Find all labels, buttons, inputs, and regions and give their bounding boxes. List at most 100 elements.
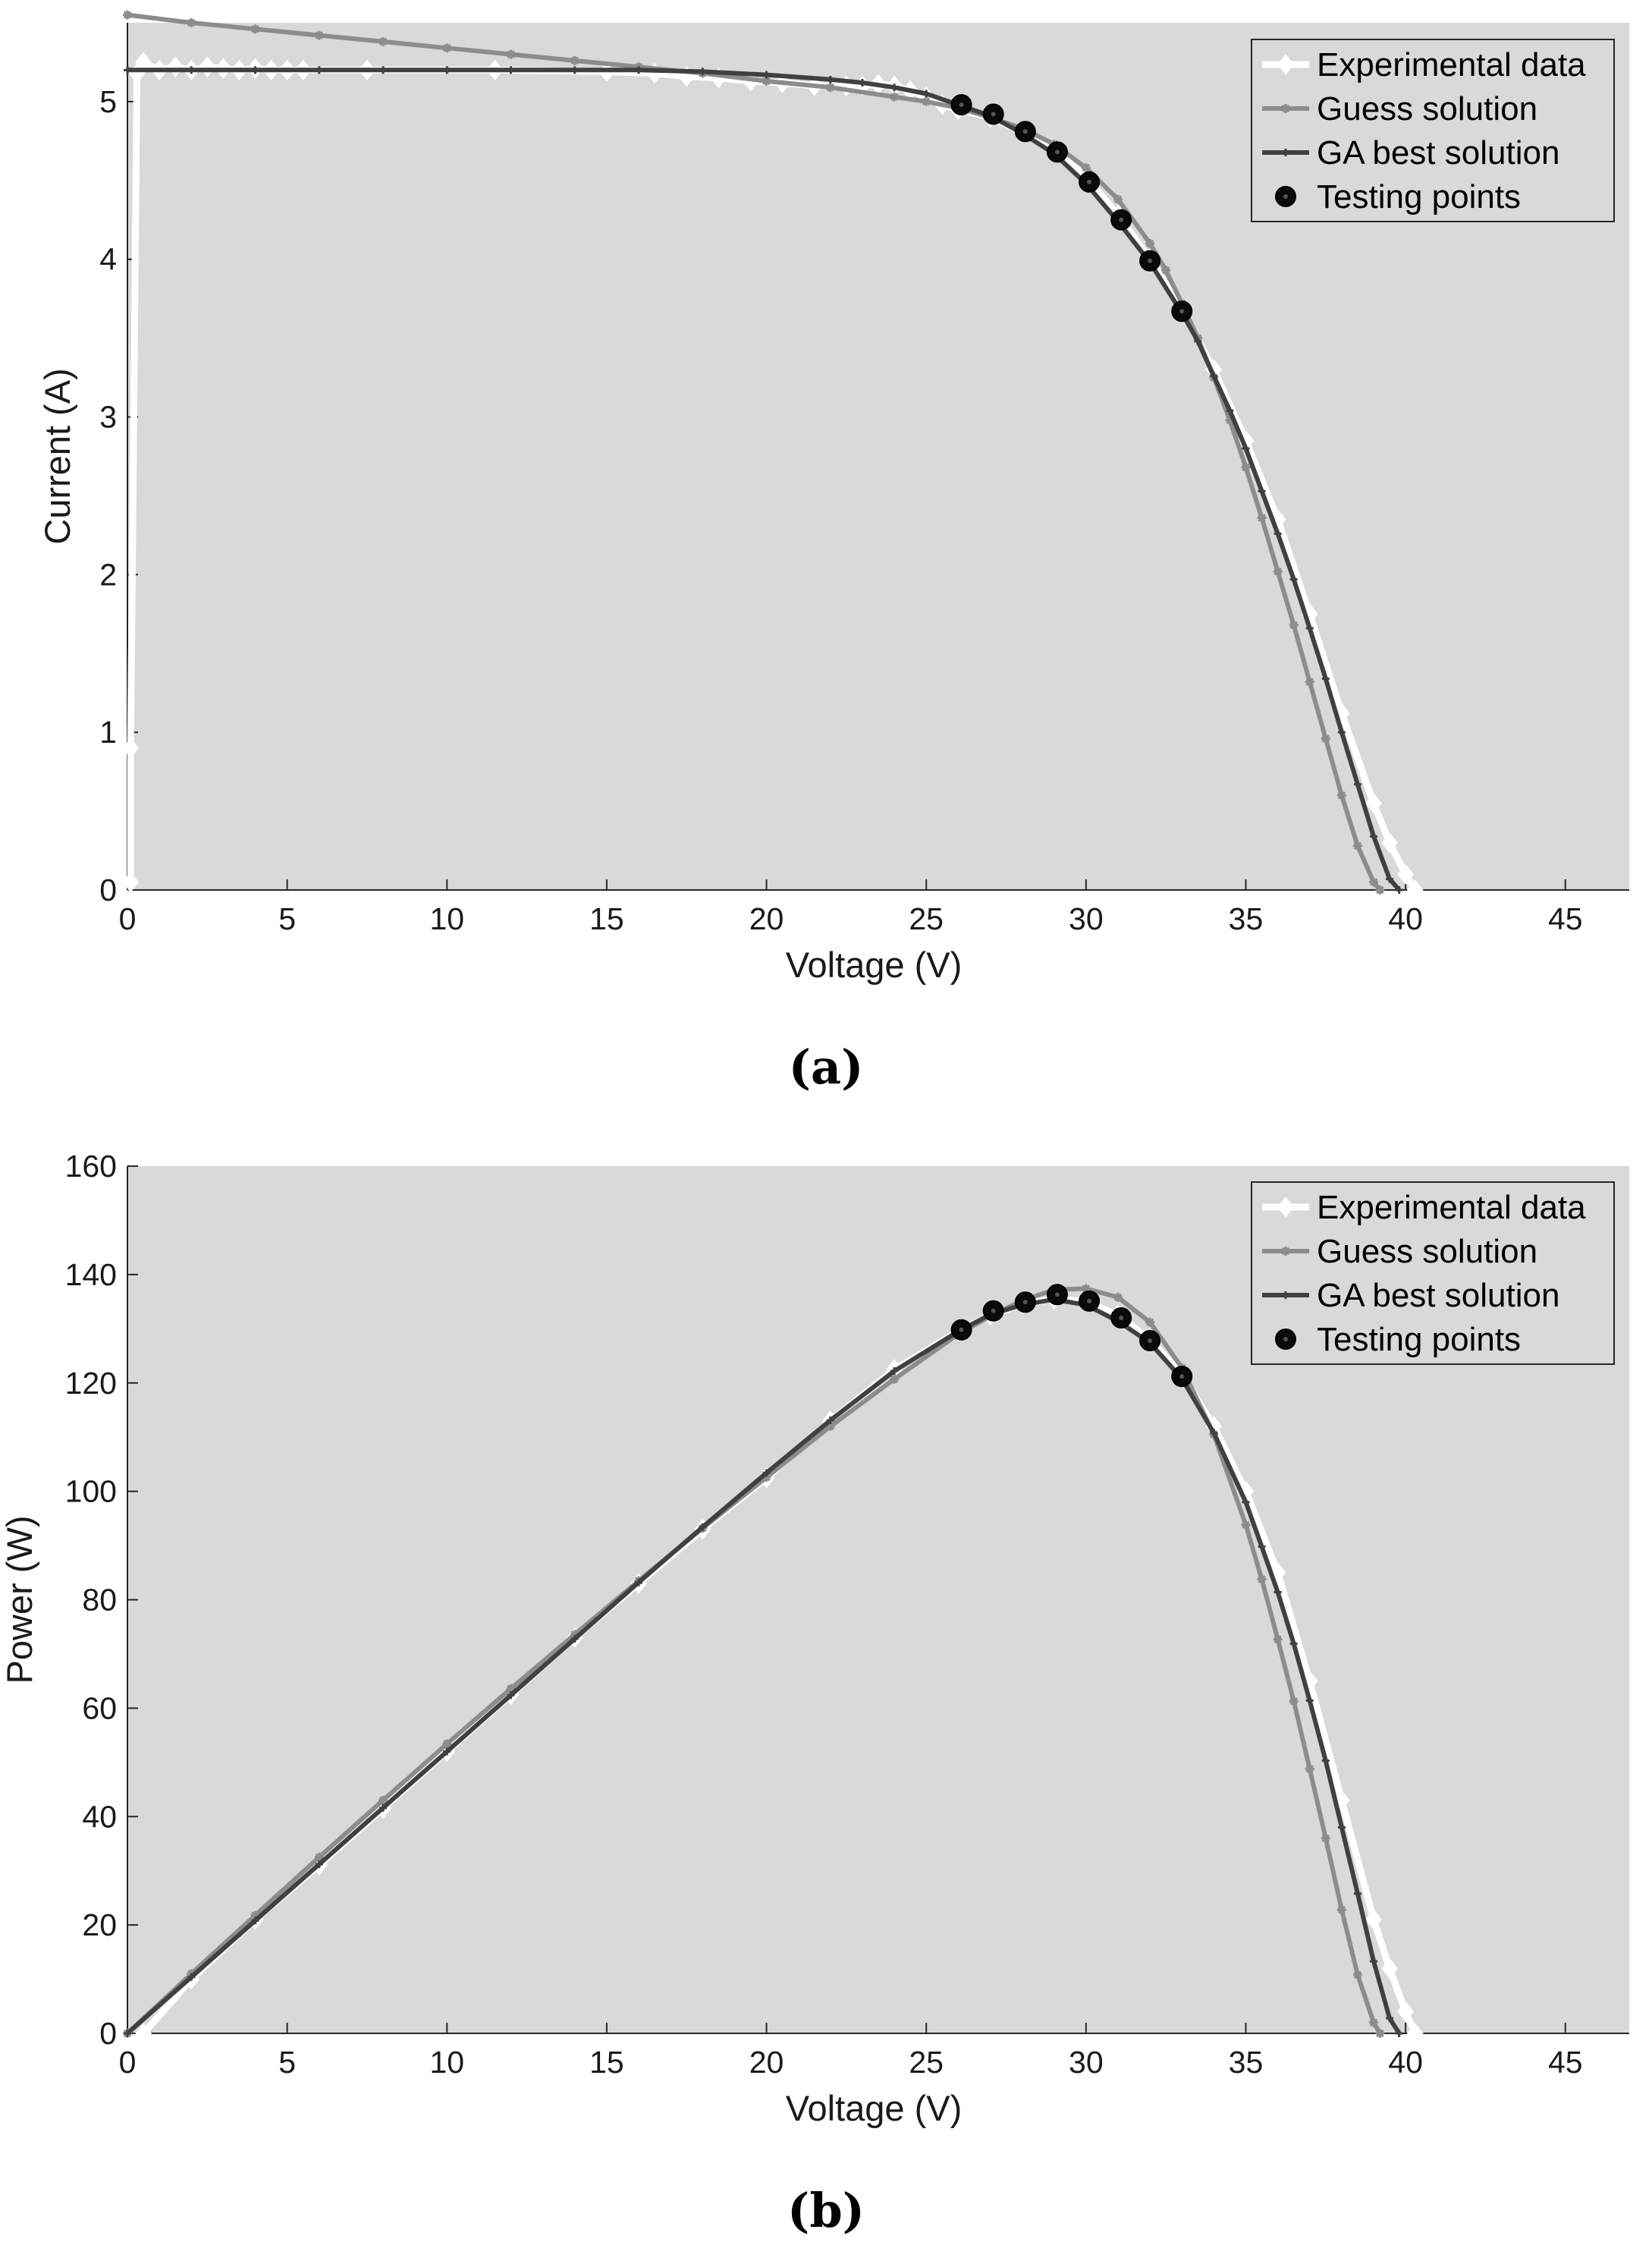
- panel-b-legend: Experimental data Guess solution GA best s…: [1251, 1181, 1615, 1365]
- panel-a-x-tick-label: 0: [119, 901, 137, 936]
- panel-a-point-ga-best-solution: [1194, 337, 1202, 345]
- panel-b-point-ga-best-solution: [635, 1578, 643, 1586]
- panel-a-point-ga-best-solution: [570, 66, 579, 74]
- panel-b-caption: (b): [787, 2183, 865, 2238]
- panel-a-series: [122, 10, 1424, 901]
- panel-a-point-guess-solution: [1161, 266, 1171, 275]
- panel-a-point-guess-solution: [1289, 620, 1299, 630]
- panel-a-x-tick-label: 5: [278, 901, 296, 936]
- panel-b-x-tick-label: 40: [1388, 2045, 1423, 2080]
- panel-a-legend-item: Testing points: [1275, 178, 1521, 215]
- panel-a-x-tick-label: 30: [1069, 901, 1104, 936]
- panel-a-point-testing-points-center: [1022, 129, 1028, 134]
- panel-b-point-guess-solution: [442, 1739, 452, 1749]
- panel-b-point-testing-points-center: [1179, 1374, 1185, 1379]
- panel-b-y-tick-label: 100: [65, 1474, 117, 1509]
- panel-a-point-ga-best-solution: [315, 66, 323, 74]
- panel-b-point-ga-best-solution: [1386, 2014, 1394, 2022]
- panel-a-point-testing-points-center: [1179, 309, 1185, 314]
- panel-a-x-tick-label: 35: [1229, 901, 1264, 936]
- panel-b-point-ga-best-solution: [1258, 1542, 1266, 1551]
- panel-b-point-ga-best-solution: [315, 1860, 323, 1869]
- panel-b-point-ga-best-solution: [1305, 1696, 1314, 1705]
- panel-a-point-guess-solution: [1241, 463, 1251, 473]
- panel-b-point-guess-solution: [1145, 1317, 1155, 1327]
- panel-b-point-ga-best-solution: [762, 1469, 771, 1477]
- panel-a-point-guess-solution: [1081, 163, 1091, 173]
- panel-b-x-tick-label: 15: [589, 2045, 624, 2080]
- panel-b-point-guess-solution: [1305, 1764, 1314, 1774]
- panel-b-y-tick-label: 60: [82, 1690, 117, 1725]
- panel-a-point-ga-best-solution: [1242, 445, 1250, 453]
- panel-b-series-testing-points: [950, 1284, 1193, 1388]
- panel-b-point-guess-solution: [314, 1852, 324, 1862]
- panel-b-point-ga-best-solution: [1321, 1756, 1330, 1765]
- panel-b-point-ga-best-solution: [379, 1803, 388, 1812]
- panel-a-point-guess-solution: [825, 83, 835, 93]
- panel-a-point-guess-solution: [187, 18, 196, 27]
- panel-b-point-guess-solution: [1241, 1520, 1251, 1530]
- panel-a-point-testing-points-center: [959, 102, 964, 108]
- panel-b-point-experimental-data: [1381, 1957, 1398, 1979]
- panel-b-point-guess-solution: [1113, 1292, 1123, 1302]
- panel-b-point-ga-best-solution: [699, 1523, 707, 1531]
- panel-a-point-ga-best-solution: [1386, 875, 1394, 883]
- panel-a-point-ga-best-solution: [1369, 832, 1377, 841]
- panel-b-x-tick-label: 30: [1069, 2045, 1104, 2080]
- panel-b-point-testing-points-center: [991, 1308, 996, 1313]
- panel-a-y-tick-label: 0: [99, 873, 117, 907]
- panel-b-point-testing-points-center: [1119, 1316, 1124, 1321]
- panel-b-series: [123, 1284, 1424, 2044]
- panel-a-x-tick-label: 45: [1548, 901, 1583, 936]
- panel-a-point-testing-points-center: [991, 112, 996, 117]
- panel-b-legend-item: Testing points: [1275, 1321, 1521, 1358]
- panel-a-point-experimental-data: [1365, 793, 1382, 814]
- panel-b-y-tick-label: 140: [65, 1257, 117, 1292]
- panel-b-point-guess-solution: [762, 1473, 771, 1483]
- panel-a-point-guess-solution: [378, 36, 388, 46]
- panel-a-x-tick-label: 20: [749, 901, 784, 936]
- panel-b-point-experimental-data: [1406, 2023, 1424, 2044]
- panel-a-legend-label: GA best solution: [1317, 134, 1559, 171]
- panel-b-point-ga-best-solution: [1289, 1640, 1298, 1648]
- panel-b-y-tick-label: 0: [99, 2016, 117, 2051]
- panel-b-legend-label: Testing points: [1317, 1321, 1521, 1358]
- panel-b-point-experimental-data: [1397, 2001, 1414, 2023]
- panel-b-point-guess-solution: [1081, 1284, 1091, 1294]
- panel-b-point-guess-solution: [1336, 1905, 1346, 1915]
- panel-a-legend-label: Experimental data: [1317, 46, 1586, 83]
- panel-b-axes: 0 5 10 15 20 25 30 35 40 45 0 20 40 60 80 100 120 140 160: [65, 1149, 1629, 2080]
- panel-a-y-tick-label: 5: [99, 84, 117, 119]
- panel-a-point-guess-solution: [250, 24, 260, 34]
- panel-a-point-experimental-data: [1406, 879, 1424, 901]
- panel-b-y-tick-label: 40: [82, 1799, 117, 1834]
- panel-b-point-ga-best-solution: [1353, 1889, 1361, 1898]
- panel-a-y-tick-label: 1: [99, 715, 117, 750]
- panel-b-point-ga-best-solution: [1274, 1588, 1282, 1596]
- panel-b-power-voltage: 0 5 10 15 20 25 30 35 40 45020406080100120140160 …: [0, 1149, 1629, 2238]
- panel-a-point-guess-solution: [442, 43, 452, 53]
- panel-a-point-ga-best-solution: [124, 66, 131, 74]
- panel-b-y-tick-label: 160: [65, 1149, 117, 1184]
- panel-b-point-experimental-data: [1333, 1790, 1350, 1811]
- panel-b-point-ga-best-solution: [1210, 1429, 1218, 1437]
- panel-b-legend-label: GA best solution: [1317, 1277, 1559, 1314]
- panel-b-point-ga-best-solution: [124, 2030, 131, 2037]
- panel-a-point-ga-best-solution: [251, 66, 259, 74]
- panel-b-point-guess-solution: [1257, 1574, 1267, 1584]
- panel-b-point-testing-points-center: [1148, 1338, 1153, 1344]
- panel-a-point-guess-solution: [1321, 734, 1330, 744]
- panel-a-series-testing-points: [950, 94, 1193, 322]
- panel-b-y-axis-title: Power (W): [0, 1516, 39, 1684]
- panel-b-point-guess-solution: [506, 1684, 516, 1693]
- panel-a-x-axis-title: Voltage (V): [786, 945, 963, 985]
- panel-a-legend-swatch-marker: [1281, 104, 1290, 113]
- panel-b-x-tick-label: 35: [1229, 2045, 1264, 2080]
- panel-a-point-testing-points-center: [1054, 149, 1060, 155]
- panel-a-legend-label: Guess solution: [1317, 90, 1537, 127]
- panel-a-point-ga-best-solution: [1274, 530, 1282, 538]
- panel-a-point-ga-best-solution: [187, 66, 196, 74]
